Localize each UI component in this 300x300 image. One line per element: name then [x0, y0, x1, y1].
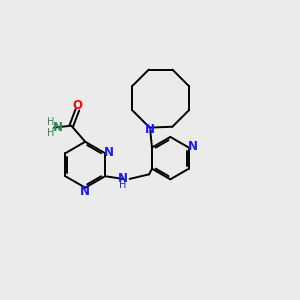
Text: N: N [145, 124, 155, 136]
Text: N: N [80, 185, 90, 198]
Text: H: H [119, 180, 127, 190]
Text: N: N [104, 146, 114, 159]
Text: O: O [73, 99, 83, 112]
Text: H: H [47, 128, 54, 138]
Text: N: N [118, 172, 128, 185]
Text: H: H [47, 117, 54, 127]
Text: N: N [52, 121, 62, 134]
Text: N: N [188, 140, 198, 153]
